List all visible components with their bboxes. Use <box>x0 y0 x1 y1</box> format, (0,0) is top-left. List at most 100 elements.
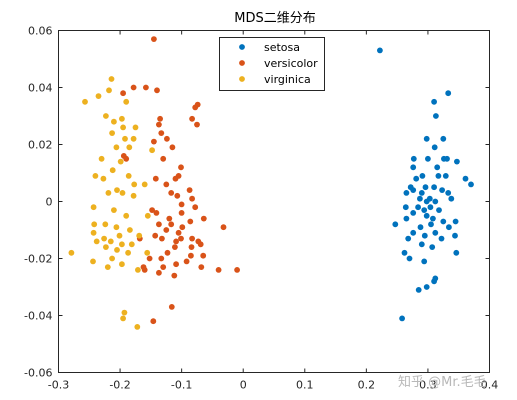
x-axis: -0.3 -0.2 -0.1 0 0.1 0.2 0.3 0.4 <box>48 30 498 392</box>
data-point <box>150 318 157 325</box>
legend-label: setosa <box>264 41 300 54</box>
data-point <box>164 249 171 256</box>
data-point <box>125 173 132 179</box>
y-axis: -0.06 -0.04 -0.02 0 0.02 0.04 0.06 <box>24 25 490 380</box>
data-point <box>200 252 207 259</box>
data-point <box>164 135 170 142</box>
x-tick-label: 0.3 <box>419 379 437 392</box>
data-point <box>215 267 222 273</box>
data-point <box>141 181 148 188</box>
data-point <box>144 212 151 219</box>
data-point <box>439 187 445 194</box>
data-point <box>440 135 447 142</box>
data-point <box>428 221 434 228</box>
data-point <box>446 224 452 231</box>
x-tick-label: 0 <box>240 379 247 392</box>
data-point <box>160 155 167 162</box>
legend-marker <box>239 44 245 50</box>
data-point <box>377 47 383 54</box>
data-point <box>421 258 428 265</box>
data-point <box>178 164 184 171</box>
x-tick-label: 0.1 <box>296 379 314 392</box>
y-tick-label: -0.02 <box>24 253 52 266</box>
data-point <box>113 144 120 151</box>
data-point <box>188 252 194 259</box>
data-point <box>136 232 143 239</box>
data-point <box>178 210 185 216</box>
data-point <box>427 204 434 211</box>
data-point <box>163 181 170 188</box>
data-point <box>399 315 405 322</box>
data-point <box>149 147 156 154</box>
data-point <box>448 195 455 202</box>
data-point <box>187 218 194 225</box>
data-point <box>111 207 117 214</box>
data-point <box>82 98 88 105</box>
data-point <box>141 267 148 273</box>
data-point <box>98 155 105 162</box>
watermark: 知乎 @Mr.毛毛 <box>398 374 487 390</box>
data-point <box>183 258 190 265</box>
data-point <box>462 175 469 182</box>
data-point <box>434 164 441 171</box>
data-point <box>153 210 160 216</box>
legend: setosa versicolor virginica <box>219 37 325 91</box>
data-point <box>158 130 165 137</box>
data-point <box>442 173 449 179</box>
data-point <box>172 175 179 182</box>
data-point <box>431 278 437 285</box>
data-point <box>114 247 120 253</box>
series-setosa <box>377 47 474 322</box>
data-point <box>200 215 207 222</box>
data-point <box>92 173 99 179</box>
data-point <box>168 304 175 310</box>
data-point <box>432 229 439 236</box>
data-point <box>157 115 164 122</box>
y-tick-label: -0.04 <box>24 310 52 323</box>
data-point <box>422 184 429 191</box>
legend-marker <box>239 60 245 66</box>
data-point <box>468 181 474 188</box>
data-point <box>126 227 133 233</box>
data-point <box>421 232 428 239</box>
data-point <box>188 244 195 251</box>
data-point <box>453 249 460 256</box>
data-point <box>418 241 425 248</box>
data-point <box>109 130 115 137</box>
data-point <box>186 187 193 194</box>
data-point <box>410 164 417 171</box>
data-point <box>105 190 112 196</box>
x-tick-label: -0.1 <box>171 379 192 392</box>
data-point <box>423 198 430 205</box>
data-point <box>151 36 157 42</box>
data-point <box>438 235 445 242</box>
data-point <box>436 207 442 214</box>
data-point <box>91 221 98 228</box>
y-tick-label: 0.02 <box>28 139 53 152</box>
data-point <box>192 104 199 111</box>
series-versicolor <box>120 36 241 325</box>
y-tick-label: -0.06 <box>24 367 52 380</box>
data-point <box>410 229 417 236</box>
data-point <box>158 255 165 262</box>
data-point <box>415 287 422 293</box>
data-point <box>123 155 130 162</box>
data-point <box>172 244 178 251</box>
data-point <box>179 224 186 231</box>
data-point <box>68 249 75 256</box>
data-point <box>178 201 185 208</box>
data-point <box>174 192 181 199</box>
data-point <box>126 144 133 151</box>
data-point <box>220 224 227 231</box>
data-point <box>432 198 439 205</box>
x-tick-label: 0.2 <box>358 379 376 392</box>
data-point <box>156 221 162 228</box>
data-point <box>419 173 426 179</box>
data-point <box>418 190 425 196</box>
data-point <box>197 241 204 248</box>
data-point <box>430 215 436 222</box>
data-point <box>178 235 184 242</box>
data-point <box>109 255 115 262</box>
data-point <box>135 267 141 273</box>
